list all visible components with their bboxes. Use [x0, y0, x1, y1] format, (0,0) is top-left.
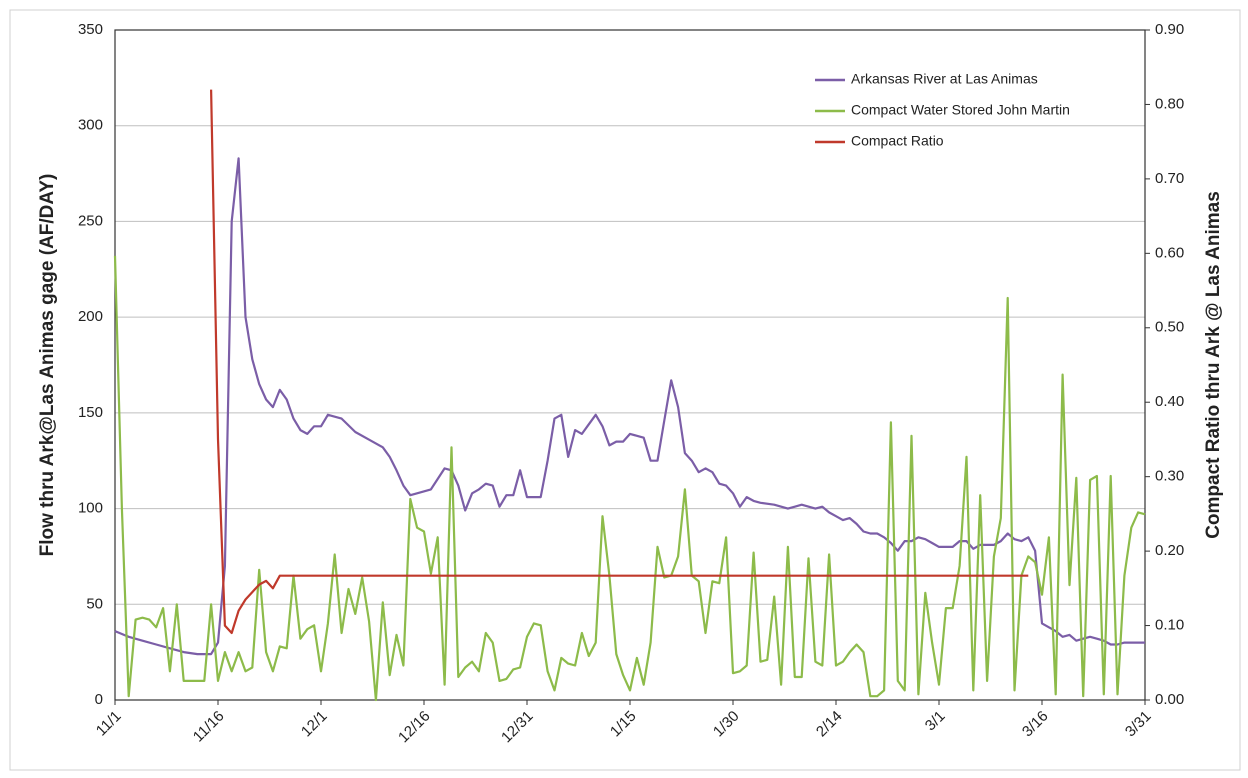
x-tick-label: 12/16	[395, 708, 434, 747]
x-tick-label: 12/31	[498, 708, 537, 747]
y2-tick-label: 0.10	[1155, 617, 1184, 634]
y-tick-label: 200	[78, 308, 103, 325]
y2-tick-label: 0.60	[1155, 244, 1184, 261]
legend-label: Compact Water Stored John Martin	[851, 102, 1070, 118]
series-line	[113, 255, 1146, 702]
series-line	[114, 157, 1145, 656]
x-tick-label: 1/15	[607, 708, 640, 741]
y-tick-label: 300	[78, 117, 103, 134]
y2-tick-label: 0.70	[1155, 170, 1184, 187]
x-tick-label: 12/1	[298, 708, 331, 741]
x-tick-label: 11/1	[93, 708, 125, 740]
x-tick-label: 2/14	[813, 708, 846, 741]
y-tick-label: 350	[78, 21, 103, 38]
y2-tick-label: 0.00	[1155, 691, 1184, 708]
y2-axis-title: Compact Ratio thru Ark @ Las Animas	[1203, 191, 1224, 539]
x-tick-label: 1/30	[710, 708, 743, 741]
plot-area	[114, 29, 1146, 701]
y2-tick-label: 0.90	[1155, 21, 1184, 38]
y-tick-label: 250	[78, 212, 103, 229]
y2-tick-label: 0.80	[1155, 95, 1184, 112]
legend-label: Compact Ratio	[851, 133, 944, 149]
x-tick-label: 3/16	[1019, 708, 1052, 741]
frame	[9, 9, 1241, 771]
y-tick-label: 150	[78, 404, 103, 421]
x-tick-label: 11/16	[190, 708, 228, 746]
x-tick-label: 3/1	[922, 708, 949, 735]
y-tick-label: 50	[86, 595, 103, 612]
y-tick-label: 0	[95, 691, 103, 708]
x-tick-label: 3/31	[1122, 708, 1155, 741]
y-tick-label: 100	[78, 500, 103, 517]
y2-tick-label: 0.40	[1155, 393, 1184, 410]
y2-tick-label: 0.50	[1155, 319, 1184, 336]
y-axis-title: Flow thru Ark@Las Animas gage (AF/DAY)	[37, 174, 58, 557]
legend-label: Arkansas River at Las Animas	[851, 71, 1038, 87]
series-line	[210, 89, 1029, 635]
y2-tick-label: 0.20	[1155, 542, 1184, 559]
y2-tick-label: 0.30	[1155, 468, 1184, 485]
